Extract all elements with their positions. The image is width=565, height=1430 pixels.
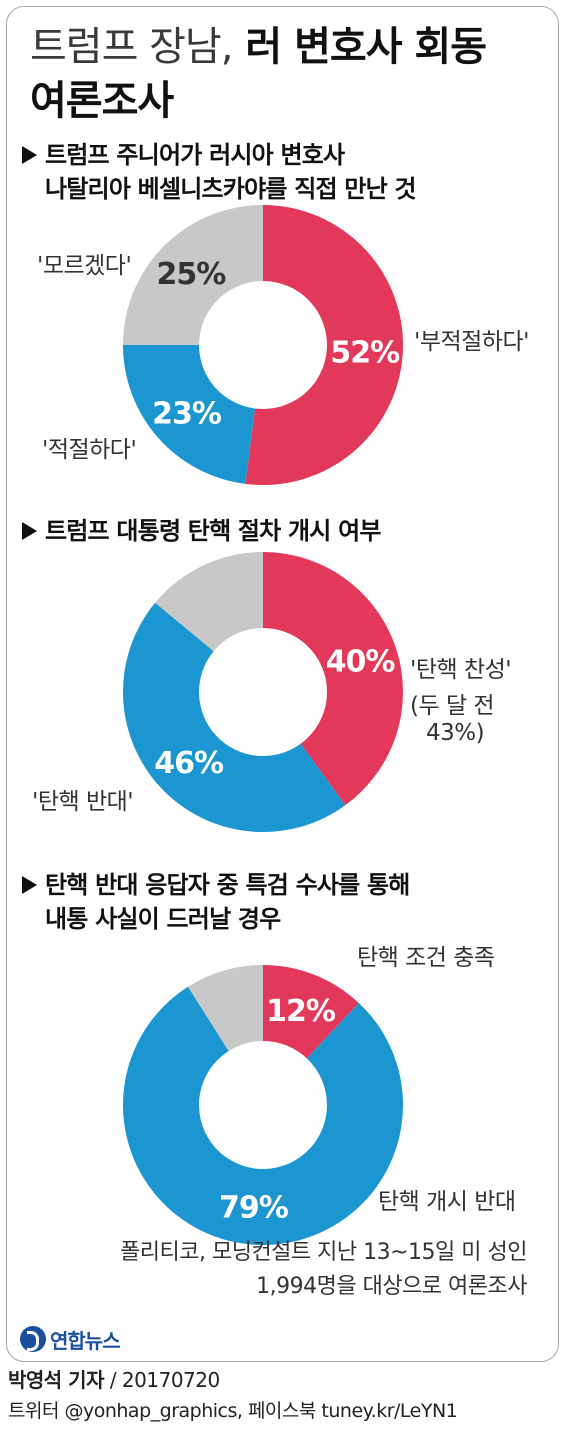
donut-3-value-label-2: 79% xyxy=(219,1191,289,1226)
reporter-name: 박영석 기자 xyxy=(8,1368,104,1392)
title-part2: 러 변호사 회동 xyxy=(245,24,487,70)
label-impeach-against: '탄핵 반대' xyxy=(32,789,134,815)
yonhap-logo: 연합뉴스 xyxy=(20,1322,121,1356)
section-2-title: 트럼프 대통령 탄핵 절차 개시 여부 xyxy=(22,514,382,548)
triangle-bullet-icon xyxy=(22,146,37,164)
survey-note-line1: 폴리티코, 모닝컨설트 지난 13~15일 미 성인 xyxy=(120,1240,527,1265)
label-two-months-ago-value: 43%) xyxy=(426,720,485,746)
label-oppose-start: 탄핵 개시 반대 xyxy=(378,1189,516,1215)
donut-2-slice-3 xyxy=(155,552,263,652)
title-part1: 트럼프 장남, xyxy=(30,24,233,70)
donut-2-slice-2 xyxy=(122,602,346,833)
label-appropriate: '적절하다' xyxy=(42,437,137,463)
title-part3: 여론조사 xyxy=(30,78,174,124)
donut-1-slice-2 xyxy=(123,345,255,484)
donut-3-slice-1 xyxy=(263,965,359,1059)
section-1-title-line1: 트럼프 주니어가 러시아 변호사 xyxy=(45,141,345,169)
survey-note: 폴리티코, 모닝컨설트 지난 13~15일 미 성인 1,994명을 대상으로 … xyxy=(120,1236,527,1304)
donut-1-value-label-1: 52% xyxy=(330,335,400,370)
label-condition-met: 탄핵 조건 충족 xyxy=(357,945,495,971)
label-dont-know: '모르겠다' xyxy=(37,253,132,279)
donut-1-value-label-3: 25% xyxy=(156,257,226,292)
label-impeach-for: '탄핵 찬성' xyxy=(410,657,512,683)
contact-line: 트위터 @yonhap_graphics, 페이스북 tuney.kr/LeYN… xyxy=(8,1400,458,1422)
donut-3-slice-2 xyxy=(123,986,404,1245)
label-two-months-ago: (두 달 전 xyxy=(410,693,495,719)
donut-2-value-label-1: 40% xyxy=(326,644,396,679)
donut-2-value-label-2: 46% xyxy=(154,746,224,781)
label-inappropriate: '부적절하다' xyxy=(414,329,529,355)
triangle-bullet-icon xyxy=(22,522,37,540)
donut-2-slice-1 xyxy=(263,552,404,806)
credit-line: 박영석 기자 / 20170720 xyxy=(8,1364,220,1393)
publish-date: / 20170720 xyxy=(109,1368,220,1392)
section-1-title: 트럼프 주니어가 러시아 변호사 나탈리아 베셀니츠카야를 직접 만난 것 xyxy=(22,138,417,206)
section-3-title-line2: 내통 사실이 드러날 경우 xyxy=(45,905,281,933)
donut-1-value-label-2: 23% xyxy=(152,396,222,431)
yonhap-logo-text: 연합뉴스 xyxy=(50,1328,121,1353)
yonhap-logo-icon xyxy=(20,1326,46,1352)
section-3-title: 탄핵 반대 응답자 중 특검 수사를 통해 내통 사실이 드러날 경우 xyxy=(22,868,410,936)
donut-1-slice-1 xyxy=(245,205,403,485)
donut-1-slice-3 xyxy=(123,205,263,345)
donut-3-value-label-1: 12% xyxy=(266,994,336,1029)
section-1-title-line2: 나탈리아 베셀니츠카야를 직접 만난 것 xyxy=(45,175,417,203)
donut-3-slice-3 xyxy=(187,965,263,1051)
triangle-bullet-icon xyxy=(22,876,37,894)
section-2-title-line1: 트럼프 대통령 탄핵 절차 개시 여부 xyxy=(45,517,382,545)
section-3-title-line1: 탄핵 반대 응답자 중 특검 수사를 통해 xyxy=(45,871,410,899)
survey-note-line2: 1,994명을 대상으로 여론조사 xyxy=(256,1274,527,1299)
